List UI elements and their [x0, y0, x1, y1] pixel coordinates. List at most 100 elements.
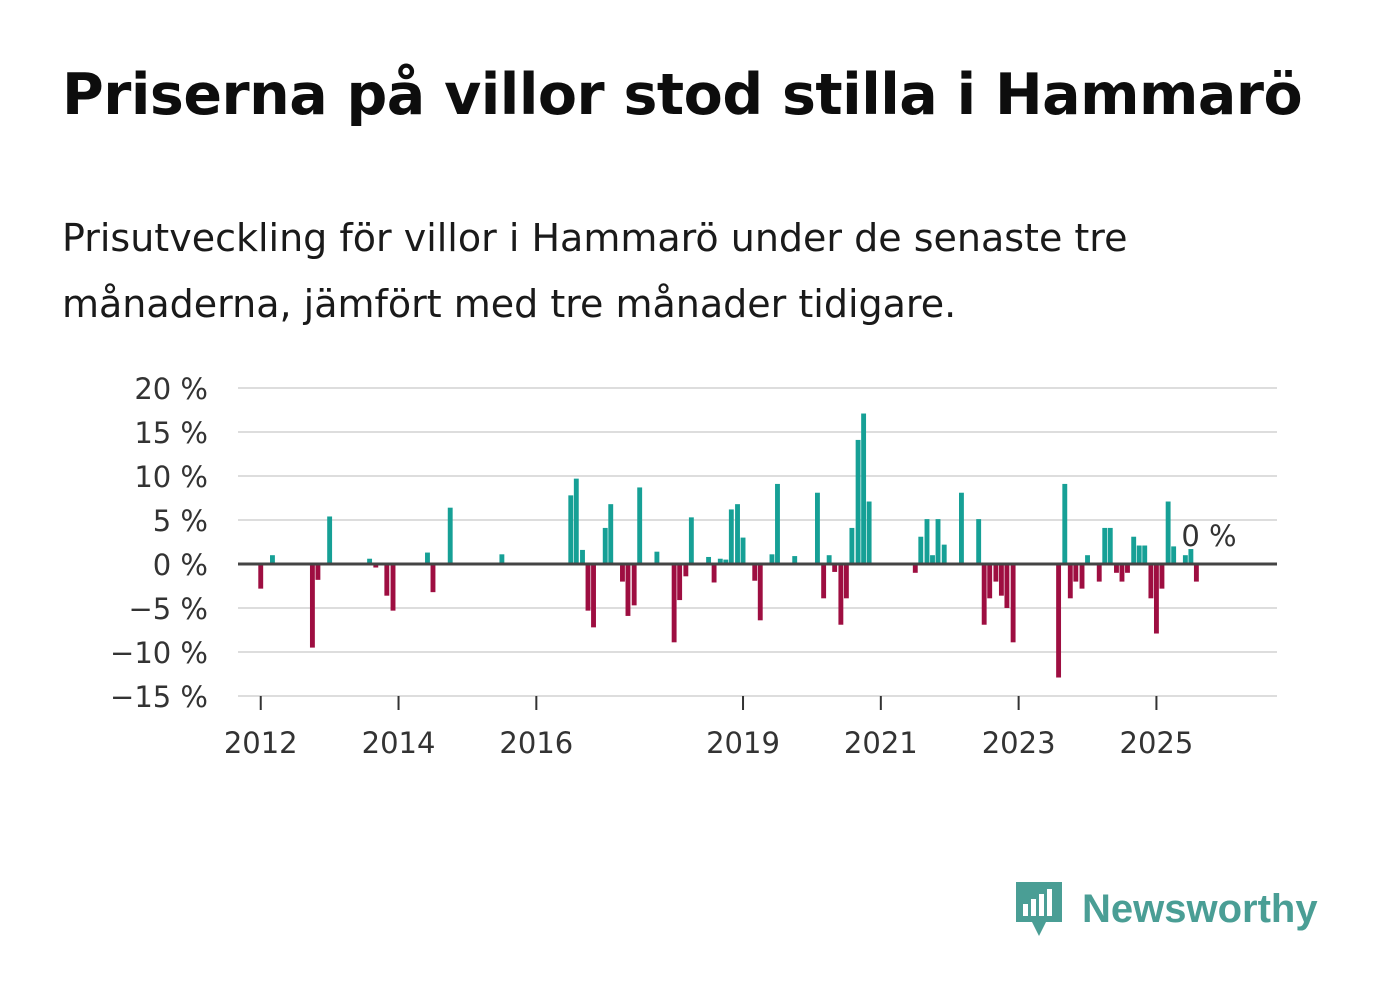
- bar: [637, 487, 643, 564]
- bar: [1171, 546, 1177, 564]
- bar: [993, 564, 999, 582]
- bar: [792, 556, 798, 564]
- bars: [258, 413, 1199, 678]
- x-tick-label: 2021: [844, 726, 918, 760]
- chart-title: Priserna på villor stod stilla i Hammarö: [62, 62, 1303, 128]
- bar: [1159, 564, 1165, 589]
- bar: [373, 564, 379, 568]
- newsworthy-logo-icon: [1016, 882, 1062, 936]
- bar: [1142, 545, 1148, 564]
- bar: [631, 564, 637, 606]
- bar: [849, 527, 855, 564]
- bar: [585, 564, 591, 611]
- bar: [981, 564, 987, 625]
- bar: [315, 564, 321, 580]
- x-tick-label: 2019: [706, 726, 780, 760]
- bar: [1188, 549, 1194, 564]
- bar: [258, 564, 264, 589]
- bar: [270, 555, 275, 564]
- bar: [843, 564, 849, 599]
- bar: [1102, 527, 1108, 564]
- bar: [1107, 527, 1113, 564]
- bar: [591, 564, 596, 628]
- x-tick-label: 2012: [224, 726, 298, 760]
- bar: [1067, 564, 1073, 599]
- bar: [608, 504, 614, 564]
- bar: [918, 536, 924, 564]
- bar: [625, 564, 631, 616]
- bar: [390, 564, 396, 611]
- bar: [821, 564, 827, 599]
- bar: [752, 564, 758, 581]
- bar: [717, 558, 723, 564]
- bar: [683, 564, 689, 577]
- bar: [866, 501, 872, 564]
- newsworthy-brand: Newsworthy: [1012, 878, 1318, 940]
- bar: [838, 564, 844, 625]
- chart-subtitle: Prisutveckling för villor i Hammarö unde…: [62, 216, 1128, 326]
- bar: [912, 564, 918, 573]
- bar: [757, 564, 763, 621]
- bar: [959, 492, 964, 564]
- bar: [499, 554, 505, 564]
- bar: [384, 564, 390, 596]
- bar: [1096, 564, 1102, 582]
- bar: [1131, 536, 1137, 564]
- bar: [1004, 564, 1010, 608]
- bar: [1085, 555, 1090, 564]
- bar: [580, 549, 585, 564]
- grid-lines: [238, 387, 1277, 697]
- bar: [1125, 564, 1130, 573]
- bar: [1010, 564, 1016, 643]
- bar: [832, 564, 838, 572]
- y-tick-label: 5 %: [153, 504, 208, 538]
- y-tick-label: 20 %: [134, 372, 208, 406]
- bar: [568, 495, 574, 564]
- bar: [941, 544, 947, 564]
- bar: [425, 552, 430, 564]
- price-change-bar-chart: 20 %15 %10 %5 %0 %−5 %−10 %−15 % 2012 201…: [110, 372, 1277, 760]
- bar: [861, 413, 867, 564]
- y-tick-label: 15 %: [134, 416, 208, 450]
- bar: [706, 556, 712, 564]
- last-value-label: 0 %: [1181, 519, 1236, 553]
- bar: [815, 492, 820, 564]
- brand-name: Newsworthy: [1082, 886, 1318, 931]
- bar: [826, 555, 832, 564]
- y-tick-label: −15 %: [110, 680, 208, 714]
- bar: [987, 564, 993, 599]
- bar: [1153, 564, 1159, 634]
- bar: [430, 564, 436, 593]
- bar: [711, 564, 717, 583]
- bar: [930, 555, 935, 564]
- bar: [327, 516, 333, 564]
- bar: [1056, 564, 1062, 678]
- bar: [1136, 545, 1142, 564]
- bar: [924, 519, 930, 564]
- bar: [1165, 501, 1171, 564]
- y-tick-label: −5 %: [128, 592, 208, 626]
- bar: [1073, 564, 1079, 582]
- bar: [723, 559, 729, 564]
- bar: [1119, 564, 1125, 582]
- bar: [688, 517, 694, 564]
- bar: [1079, 564, 1085, 589]
- bar: [1114, 564, 1119, 573]
- bar: [309, 564, 315, 648]
- bar: [855, 439, 861, 564]
- x-tick-label: 2025: [1120, 726, 1194, 760]
- x-tick-label: 2023: [982, 726, 1056, 760]
- bar: [728, 509, 734, 564]
- bar: [769, 554, 775, 564]
- bar: [677, 564, 683, 601]
- bar: [1193, 564, 1199, 582]
- x-axis: 2012 2014 2016 2019 2021 2023 2025: [224, 696, 1194, 760]
- y-axis-labels: 20 % 15 % 10 % 5 % 0 % −5 % −10 % −15 %: [110, 372, 208, 714]
- x-tick-label: 2016: [499, 726, 573, 760]
- bar: [367, 558, 373, 564]
- bar: [573, 478, 579, 564]
- bar: [1182, 555, 1188, 564]
- bar: [447, 507, 453, 564]
- bar: [671, 564, 677, 643]
- bar: [602, 527, 608, 564]
